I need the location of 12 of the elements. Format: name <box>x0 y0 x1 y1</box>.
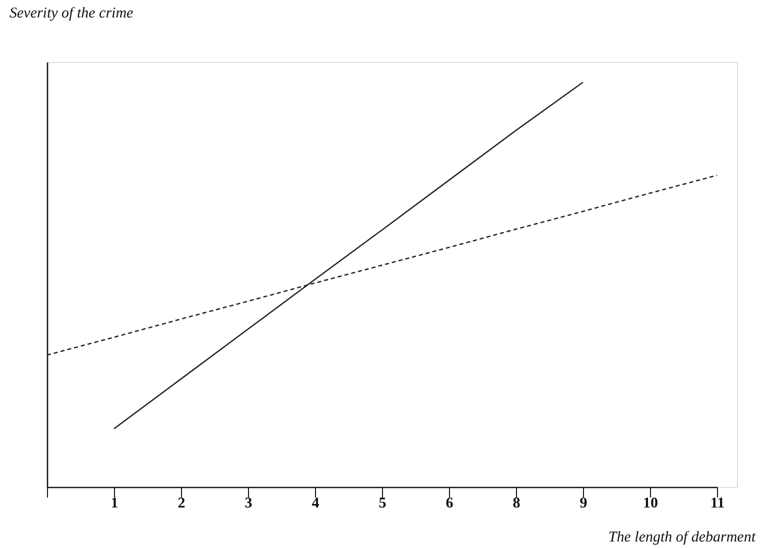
x-tick-label: 8 <box>512 496 520 512</box>
y-axis-title: Severity of the crime <box>10 6 134 22</box>
x-tick-label: 2 <box>178 496 186 512</box>
x-tick-label: 5 <box>378 496 386 512</box>
x-tick-label: 3 <box>244 496 252 512</box>
x-tick-label: 11 <box>710 496 725 512</box>
x-tick-label: 6 <box>446 496 454 512</box>
x-tick-label: 1 <box>110 496 118 512</box>
x-tick-label: 4 <box>312 496 320 512</box>
x-axis-title: The length of debarment <box>608 530 756 546</box>
x-tick-label: 10 <box>643 496 658 512</box>
x-tick-label: 9 <box>580 496 588 512</box>
